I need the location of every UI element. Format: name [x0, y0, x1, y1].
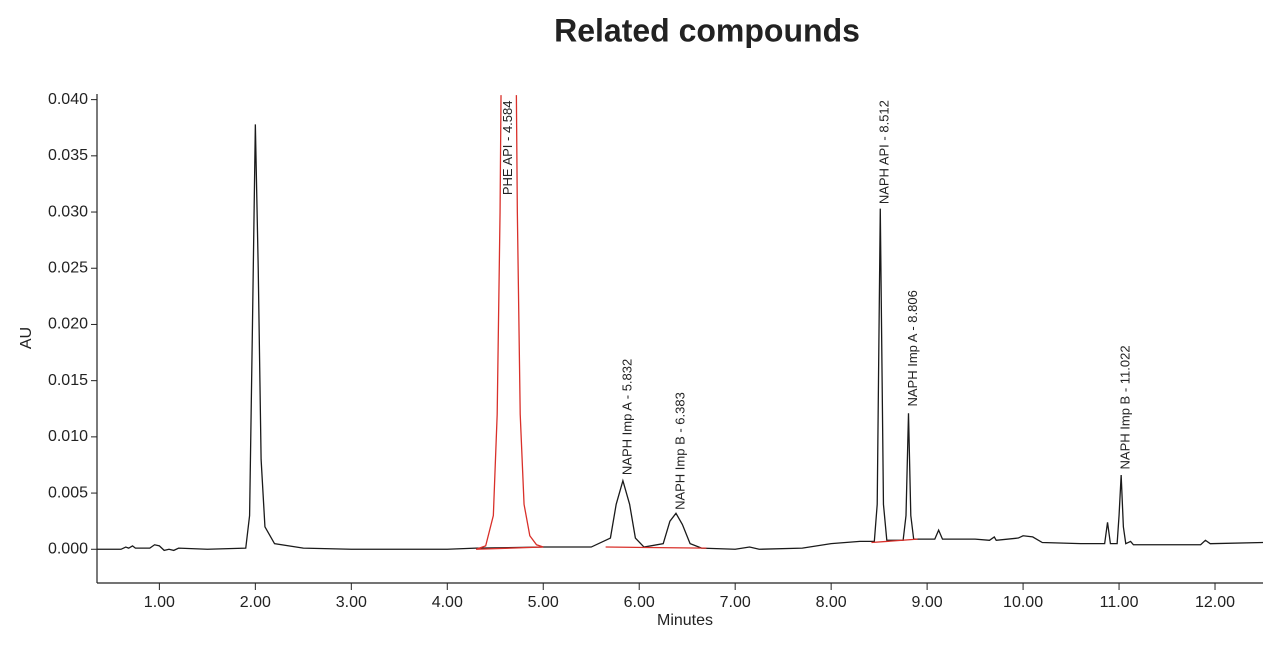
peak-label: NAPH Imp B - 11.022	[1118, 345, 1133, 469]
y-tick-label: 0.035	[48, 147, 88, 164]
peak-label: PHE API - 4.584	[500, 101, 515, 196]
x-tick-label: 6.00	[624, 594, 655, 611]
trace	[97, 124, 1263, 552]
chart-title: Related compounds	[554, 12, 860, 48]
x-tick-label: 5.00	[528, 594, 559, 611]
x-tick-label: 9.00	[912, 594, 943, 611]
peak-label: NAPH Imp A - 8.806	[905, 290, 920, 406]
peak-label: NAPH API - 8.512	[877, 100, 892, 204]
x-tick-label: 10.00	[1003, 594, 1043, 611]
x-axis-label: Minutes	[657, 612, 713, 629]
x-tick-label: 11.00	[1100, 594, 1139, 611]
y-tick-label: 0.005	[48, 484, 88, 501]
y-tick-label: 0.015	[48, 372, 88, 389]
x-tick-label: 2.00	[240, 594, 271, 611]
y-tick-label: 0.040	[48, 91, 88, 108]
y-tick-label: 0.020	[48, 316, 88, 333]
x-tick-label: 12.00	[1195, 594, 1235, 611]
peak-label: NAPH Imp B - 6.383	[672, 392, 687, 510]
x-tick-label: 3.00	[336, 594, 367, 611]
y-tick-label: 0.010	[48, 428, 88, 445]
peak-label: NAPH Imp A - 5.832	[620, 359, 635, 475]
y-axis-label: AU	[18, 327, 35, 349]
x-tick-label: 7.00	[720, 594, 751, 611]
x-tick-label: 1.00	[144, 594, 175, 611]
y-tick-label: 0.025	[48, 259, 88, 276]
x-tick-label: 4.00	[432, 594, 463, 611]
y-tick-label: 0.030	[48, 203, 88, 220]
trace	[475, 95, 918, 550]
y-tick-label: 0.000	[48, 540, 88, 557]
x-tick-label: 8.00	[816, 594, 847, 611]
